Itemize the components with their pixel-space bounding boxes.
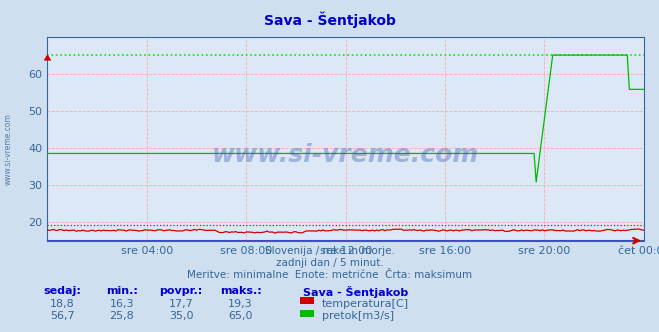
Text: Slovenija / reke in morje.: Slovenija / reke in morje. bbox=[264, 246, 395, 256]
Text: min.:: min.: bbox=[106, 286, 138, 296]
Text: 65,0: 65,0 bbox=[228, 311, 253, 321]
Text: pretok[m3/s]: pretok[m3/s] bbox=[322, 311, 393, 321]
Text: www.si-vreme.com: www.si-vreme.com bbox=[212, 143, 479, 167]
Text: Meritve: minimalne  Enote: metrične  Črta: maksimum: Meritve: minimalne Enote: metrične Črta:… bbox=[187, 270, 472, 280]
Text: 16,3: 16,3 bbox=[109, 299, 134, 309]
Text: temperatura[C]: temperatura[C] bbox=[322, 299, 409, 309]
Text: sedaj:: sedaj: bbox=[43, 286, 82, 296]
Text: 19,3: 19,3 bbox=[228, 299, 253, 309]
Text: 35,0: 35,0 bbox=[169, 311, 194, 321]
Text: Sava - Šentjakob: Sava - Šentjakob bbox=[264, 12, 395, 28]
Text: www.si-vreme.com: www.si-vreme.com bbox=[4, 114, 13, 185]
Text: Sava - Šentjakob: Sava - Šentjakob bbox=[303, 286, 409, 298]
Text: 56,7: 56,7 bbox=[50, 311, 75, 321]
Text: maks.:: maks.: bbox=[219, 286, 262, 296]
Text: 18,8: 18,8 bbox=[50, 299, 75, 309]
Text: zadnji dan / 5 minut.: zadnji dan / 5 minut. bbox=[275, 258, 384, 268]
Text: 17,7: 17,7 bbox=[169, 299, 194, 309]
Text: povpr.:: povpr.: bbox=[159, 286, 203, 296]
Text: 25,8: 25,8 bbox=[109, 311, 134, 321]
